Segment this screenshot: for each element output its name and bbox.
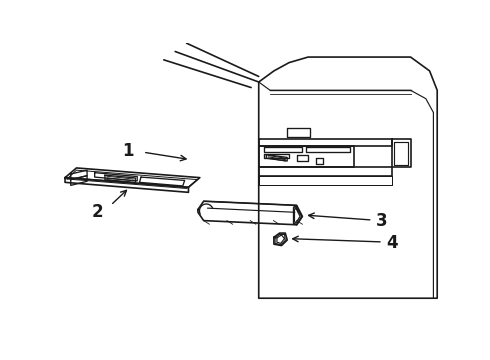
Text: 2: 2 [92, 203, 103, 221]
Text: 4: 4 [386, 234, 397, 252]
Text: 3: 3 [376, 212, 388, 230]
Text: 1: 1 [122, 142, 133, 160]
